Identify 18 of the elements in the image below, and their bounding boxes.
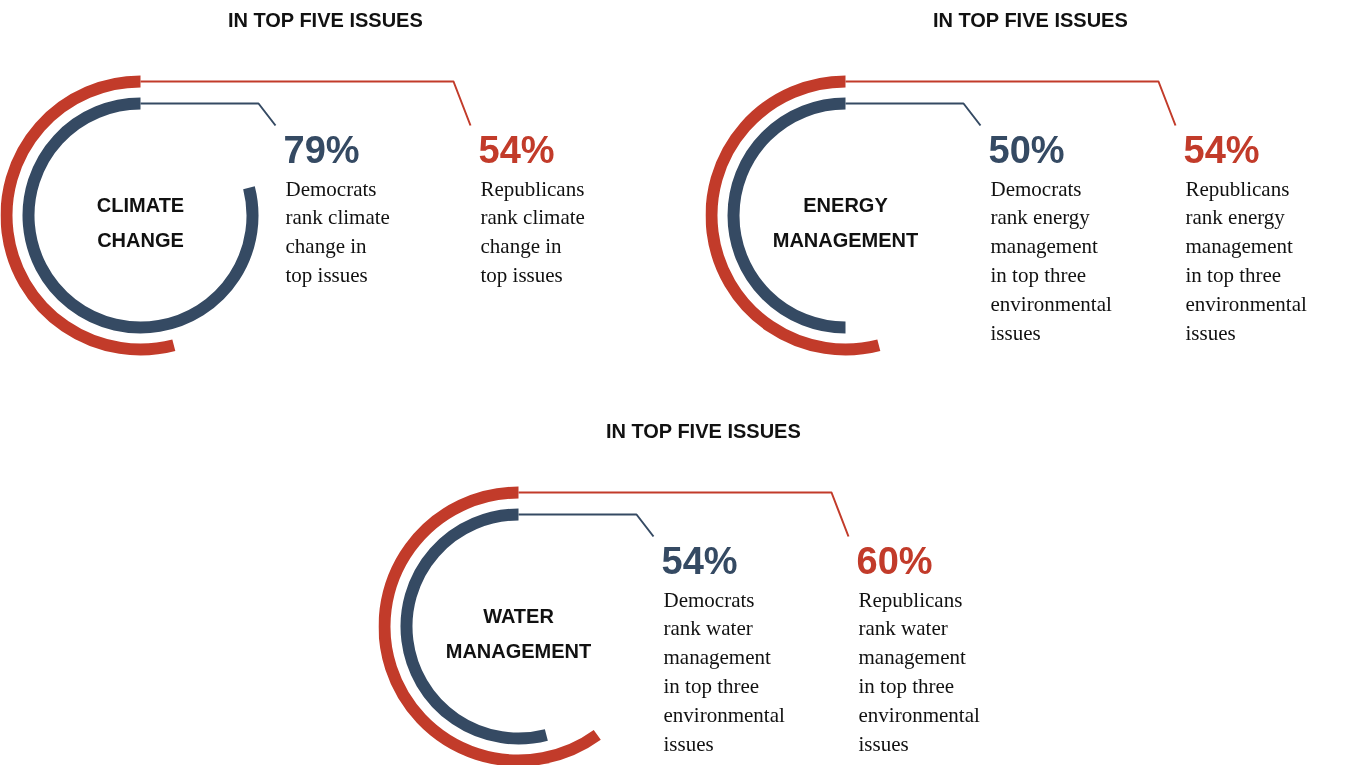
data-label: 60% bbox=[856, 539, 933, 582]
text: IN TOP FIVE ISSUES bbox=[227, 8, 423, 31]
category-label: CLIMATE CHANGE bbox=[96, 193, 185, 252]
data-label: 50% bbox=[988, 128, 1065, 171]
text: Republicans rank climate change in top issues bbox=[480, 176, 585, 287]
category-label: WATER MANAGEMENT bbox=[445, 604, 592, 663]
text: Democrats rank energy management in top three environmental issues bbox=[990, 176, 1112, 345]
text: Democrats rank water management in top three environmental issues bbox=[663, 587, 785, 756]
text: Republicans rank water management in top three environmental issues bbox=[858, 587, 980, 756]
category-label: ENERGY MANAGEMENT bbox=[772, 193, 919, 252]
text: IN TOP FIVE ISSUES bbox=[605, 419, 801, 442]
text: IN TOP FIVE ISSUES bbox=[932, 8, 1128, 31]
data-label: 79% bbox=[283, 128, 360, 171]
data-label: 54% bbox=[661, 539, 738, 582]
data-label: 54% bbox=[478, 128, 555, 171]
text: Democrats rank climate change in top issues bbox=[285, 176, 390, 287]
text: Republicans rank energy management in top three environmental issues bbox=[1185, 176, 1307, 345]
data-label: 54% bbox=[1183, 128, 1260, 171]
